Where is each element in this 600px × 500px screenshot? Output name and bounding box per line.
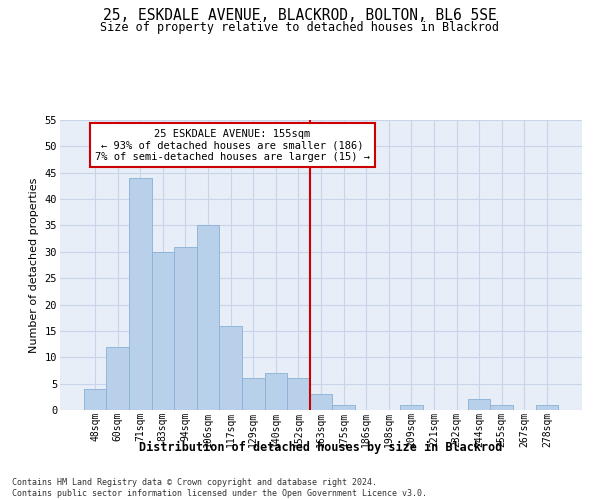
Bar bbox=[287, 378, 310, 410]
Bar bbox=[310, 394, 332, 410]
Text: Size of property relative to detached houses in Blackrod: Size of property relative to detached ho… bbox=[101, 21, 499, 34]
Bar bbox=[400, 404, 422, 410]
Bar bbox=[490, 404, 513, 410]
Text: 25 ESKDALE AVENUE: 155sqm
← 93% of detached houses are smaller (186)
7% of semi-: 25 ESKDALE AVENUE: 155sqm ← 93% of detac… bbox=[95, 128, 370, 162]
Bar bbox=[84, 389, 106, 410]
Bar bbox=[220, 326, 242, 410]
Text: 25, ESKDALE AVENUE, BLACKROD, BOLTON, BL6 5SE: 25, ESKDALE AVENUE, BLACKROD, BOLTON, BL… bbox=[103, 8, 497, 22]
Text: Distribution of detached houses by size in Blackrod: Distribution of detached houses by size … bbox=[139, 441, 503, 454]
Bar bbox=[174, 246, 197, 410]
Bar bbox=[468, 400, 490, 410]
Bar bbox=[129, 178, 152, 410]
Bar bbox=[536, 404, 558, 410]
Bar bbox=[242, 378, 265, 410]
Y-axis label: Number of detached properties: Number of detached properties bbox=[29, 178, 39, 352]
Bar bbox=[152, 252, 174, 410]
Bar bbox=[106, 346, 129, 410]
Bar bbox=[265, 373, 287, 410]
Bar bbox=[197, 226, 220, 410]
Text: Contains HM Land Registry data © Crown copyright and database right 2024.
Contai: Contains HM Land Registry data © Crown c… bbox=[12, 478, 427, 498]
Bar bbox=[332, 404, 355, 410]
